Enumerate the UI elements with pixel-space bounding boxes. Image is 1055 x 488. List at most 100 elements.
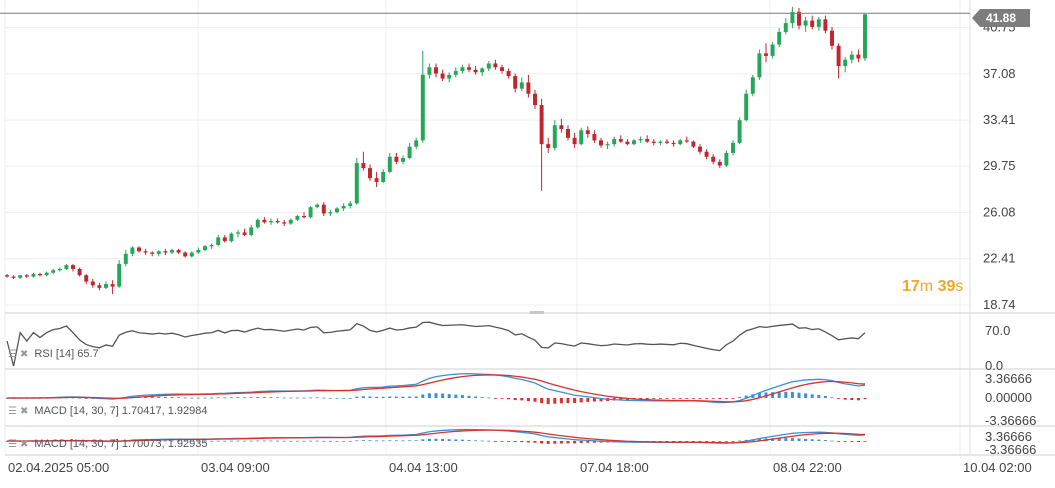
candle-body (163, 251, 168, 253)
macd-histogram-bar (177, 397, 181, 399)
macd-histogram-bar (163, 440, 167, 442)
macd-tick-label: -3.36666 (985, 442, 1036, 457)
candle-body (71, 265, 75, 269)
macd-histogram-bar (256, 397, 260, 398)
candle-body (381, 171, 386, 182)
macd-histogram-bar (579, 441, 583, 444)
settings-icon[interactable]: ☰ (8, 439, 17, 450)
candle-body (698, 146, 702, 152)
candle-body (467, 67, 471, 70)
settings-icon[interactable]: ☰ (8, 349, 17, 360)
macd-histogram-bar (843, 398, 847, 400)
macd-histogram-bar (163, 396, 167, 398)
macd-histogram-bar (738, 440, 742, 442)
macd-histogram-bar (361, 440, 365, 441)
candle-body (143, 251, 148, 253)
candle-body (183, 252, 188, 257)
macd-histogram-bar (513, 398, 517, 401)
macd-histogram-bar (817, 394, 821, 398)
y-tick-label: 37.08 (983, 66, 1016, 81)
macd-histogram-bar (236, 440, 240, 442)
macd-histogram-bar (817, 439, 821, 441)
macd-histogram-bar (553, 398, 557, 404)
rsi-legend[interactable]: ☰ ✖ RSI [14] 65.7 (8, 348, 99, 360)
y-tick-label: 26.08 (983, 204, 1016, 219)
macd-histogram-bar (474, 396, 478, 398)
settings-icon[interactable]: ☰ (8, 406, 17, 417)
macd2-legend[interactable]: ☰ ✖ MACD [14, 30, 7] 1.70073, 1.92935 (8, 438, 207, 450)
close-icon[interactable]: ✖ (19, 439, 29, 450)
candle-body (665, 141, 669, 143)
macd-histogram-bar (592, 441, 596, 443)
x-tick-label: 10.04 02:00 (963, 460, 1032, 475)
candle-body (209, 244, 214, 247)
macd-histogram-bar (322, 397, 326, 399)
macd-histogram-bar (170, 440, 174, 442)
pane-resize-handle (530, 311, 544, 314)
candle-body (810, 20, 815, 27)
macd-histogram-bar (487, 397, 491, 399)
macd-histogram-bar (183, 440, 187, 442)
macd-histogram-bar (645, 398, 649, 399)
macd-histogram-bar (361, 396, 365, 398)
candle-body (150, 252, 155, 254)
macd-histogram-bar (177, 440, 181, 442)
candle-body (757, 53, 762, 78)
close-icon[interactable]: ✖ (19, 406, 29, 417)
macd-histogram-bar (691, 398, 695, 399)
candle-body (737, 120, 742, 143)
candle-body (236, 232, 240, 234)
candle-body (38, 273, 42, 276)
candle-body (849, 54, 854, 60)
macd-histogram-bar (790, 391, 794, 398)
candle-body (803, 20, 808, 26)
candle-body (671, 142, 676, 145)
candle-body (750, 77, 755, 94)
macd-histogram-bar (467, 439, 471, 441)
macd-histogram-bar (579, 398, 583, 403)
candle-body (414, 140, 419, 147)
candle-body (262, 219, 267, 223)
candle-body (401, 158, 405, 162)
macd-histogram-bar (262, 440, 266, 442)
macd-histogram-bar (355, 396, 359, 398)
macd-histogram-bar (678, 398, 682, 399)
countdown-minutes: 17 (902, 278, 920, 295)
macd-histogram-bar (190, 440, 194, 442)
y-tick-label: 18.74 (983, 297, 1016, 312)
macd-histogram-bar (500, 398, 504, 399)
candle-body (513, 76, 518, 89)
macd-histogram-bar (843, 441, 847, 442)
macd-histogram-bar (196, 440, 200, 442)
candle-body (453, 71, 458, 75)
macd1-legend[interactable]: ☰ ✖ MACD [14, 30, 7] 1.70417, 1.92984 (8, 405, 207, 417)
candle-body (104, 284, 108, 288)
macd-histogram-bar (863, 398, 867, 400)
macd-histogram-bar (282, 440, 286, 442)
macd-histogram-bar (592, 398, 596, 402)
candle-body (420, 74, 425, 141)
macd-histogram-bar (705, 398, 709, 399)
macd-histogram-bar (724, 441, 728, 442)
candle-body (500, 67, 504, 72)
macd-histogram-bar (302, 440, 306, 442)
macd-histogram-bar (375, 440, 379, 442)
candle-body (440, 73, 445, 79)
macd-histogram-bar (78, 397, 82, 399)
candle-body (592, 134, 597, 141)
rsi-line (6, 321, 866, 367)
macd-histogram-bar (335, 397, 339, 399)
macd-tick-label: 3.36666 (985, 371, 1032, 386)
current-price-badge: 41.88 (972, 9, 1030, 27)
rsi-tick-label: 70.0 (985, 323, 1010, 338)
candle-body (387, 156, 392, 172)
macd-histogram-bar (276, 440, 280, 442)
macd-histogram-bar (830, 440, 834, 442)
macd-histogram-bar (328, 440, 332, 442)
close-icon[interactable]: ✖ (19, 349, 29, 360)
macd-histogram-bar (394, 396, 398, 398)
macd-histogram-bar (599, 398, 603, 402)
macd-histogram-bar (427, 393, 431, 398)
